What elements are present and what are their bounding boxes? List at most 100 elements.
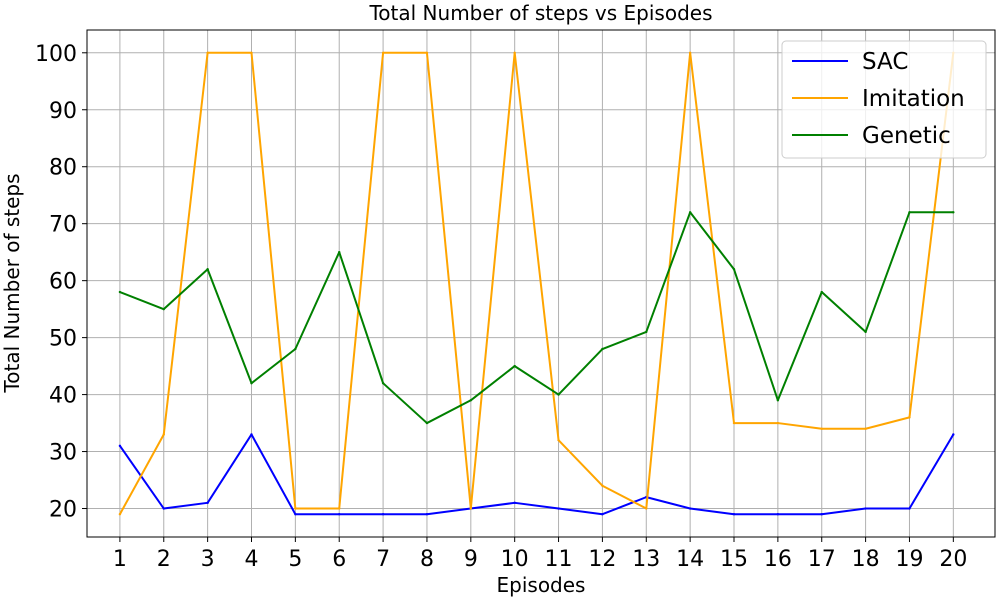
x-tick-label: 13	[632, 547, 660, 572]
data-point-imitation	[513, 51, 516, 54]
data-point-genetic	[864, 330, 867, 334]
data-point-imitation	[381, 51, 385, 54]
data-point-imitation	[864, 427, 867, 430]
data-point-genetic	[557, 393, 560, 396]
series-line-imitation	[119, 51, 955, 515]
data-point-genetic	[820, 290, 823, 294]
data-point-sac	[118, 444, 122, 448]
data-point-imitation	[250, 51, 253, 54]
x-tick-label: 2	[157, 547, 171, 572]
data-point-imitation	[557, 438, 560, 442]
y-tick-label: 60	[49, 270, 77, 295]
series-lines	[118, 51, 955, 516]
data-point-genetic	[688, 211, 692, 214]
x-tick-label: 12	[588, 547, 616, 572]
data-point-sac	[338, 513, 341, 516]
data-point-genetic	[250, 381, 253, 385]
legend: SAC Imitation Genetic	[781, 40, 987, 159]
x-tick-label: 5	[288, 547, 302, 572]
x-tick-label: 9	[464, 547, 478, 572]
data-point-genetic	[908, 211, 911, 214]
data-point-sac	[206, 501, 209, 505]
data-point-sac	[732, 513, 736, 516]
data-point-genetic	[162, 307, 165, 311]
data-point-imitation	[425, 51, 429, 54]
data-point-sac	[162, 507, 165, 510]
y-tick-label: 90	[49, 99, 77, 124]
x-tick-label: 19	[895, 547, 923, 572]
x-tick-label: 7	[376, 547, 390, 572]
y-tick-label: 40	[49, 384, 77, 409]
chart-title: Total Number of steps vs Episodes	[368, 1, 712, 25]
data-point-genetic	[118, 290, 122, 294]
data-point-imitation	[820, 427, 823, 430]
data-point-genetic	[294, 347, 297, 351]
series-line-sac	[119, 433, 955, 516]
data-point-sac	[952, 433, 955, 436]
data-point-genetic	[601, 347, 604, 351]
data-point-imitation	[645, 507, 648, 510]
series-sac	[118, 433, 955, 516]
data-point-genetic	[513, 364, 516, 368]
data-point-imitation	[118, 513, 122, 516]
data-point-genetic	[469, 399, 473, 402]
data-point-imitation	[294, 507, 297, 510]
data-point-genetic	[338, 250, 341, 254]
y-tick-label: 70	[49, 213, 77, 238]
data-point-imitation	[162, 433, 165, 436]
data-point-sac	[776, 513, 780, 516]
data-point-sac	[250, 433, 253, 436]
y-tick-label: 30	[49, 441, 77, 466]
x-tick-label: 11	[545, 547, 573, 572]
y-tick-label: 100	[35, 42, 77, 67]
series-line-genetic	[119, 211, 954, 425]
x-axis-ticks: 1 2 3 4 5 6 7 8 9 10 11 12 13 14 15 16 17 18 19 20	[113, 537, 967, 572]
data-point-genetic	[381, 381, 385, 385]
x-tick-label: 17	[808, 547, 836, 572]
x-tick-label: 15	[720, 547, 748, 572]
legend-label-genetic: Genetic	[862, 123, 951, 149]
series-genetic	[118, 211, 955, 425]
legend-label-sac: SAC	[862, 49, 908, 75]
data-point-sac	[601, 513, 604, 516]
x-axis-label: Episodes	[497, 573, 586, 597]
data-point-genetic	[952, 211, 955, 214]
x-tick-label: 6	[332, 547, 346, 572]
legend-label-imitation: Imitation	[862, 86, 965, 112]
data-point-sac	[908, 507, 911, 510]
x-tick-label: 8	[420, 547, 434, 572]
y-tick-label: 50	[49, 327, 77, 352]
data-point-genetic	[425, 421, 429, 425]
y-tick-label: 20	[49, 498, 77, 523]
legend-box	[781, 40, 987, 159]
x-tick-label: 10	[501, 547, 529, 572]
data-point-sac	[688, 507, 692, 510]
y-axis-label: Total Number of steps	[0, 173, 24, 393]
data-point-imitation	[469, 507, 473, 510]
y-tick-label: 80	[49, 156, 77, 181]
data-point-imitation	[908, 416, 911, 419]
data-point-sac	[294, 513, 297, 516]
data-point-imitation	[338, 507, 341, 510]
x-tick-label: 14	[676, 547, 704, 572]
data-point-sac	[381, 513, 385, 516]
plot-frame	[86, 29, 996, 538]
data-point-sac	[425, 513, 429, 516]
data-point-genetic	[732, 268, 736, 271]
data-point-genetic	[206, 268, 209, 271]
series-imitation	[118, 51, 955, 516]
x-tick-label: 16	[764, 547, 792, 572]
data-point-sac	[820, 513, 823, 516]
data-point-genetic	[645, 330, 648, 334]
x-tick-label: 1	[113, 547, 127, 572]
data-point-sac	[557, 507, 560, 510]
data-point-imitation	[206, 51, 209, 54]
data-point-sac	[864, 507, 867, 510]
data-point-imitation	[776, 421, 780, 425]
y-axis-ticks: 20 30 40 50 60 70 80 90 100	[35, 42, 87, 523]
x-tick-label: 18	[852, 547, 880, 572]
data-point-imitation	[688, 51, 692, 54]
data-point-imitation	[732, 421, 736, 425]
x-tick-label: 20	[939, 547, 967, 572]
